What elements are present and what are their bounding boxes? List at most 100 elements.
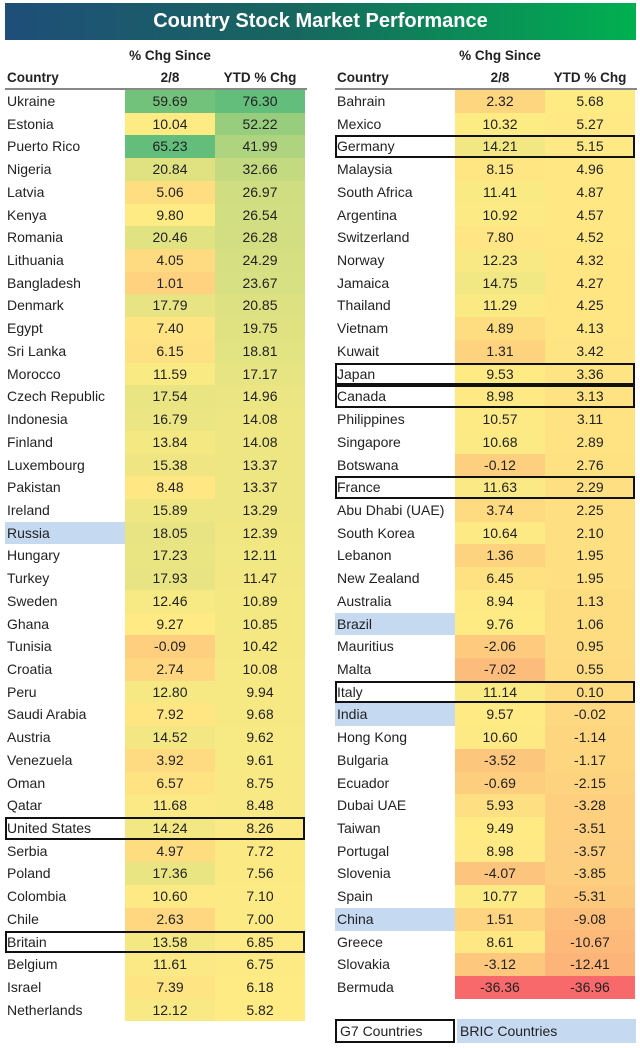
ytd-cell: 17.17	[215, 362, 305, 386]
ytd-cell: 7.56	[215, 862, 305, 886]
ytd-cell: 11.47	[215, 567, 305, 590]
chg-since-cell: 9.53	[455, 362, 545, 386]
table-row: Turkey 17.93 11.47	[5, 567, 307, 590]
chg-since-cell: 11.61	[125, 953, 215, 977]
table-row: Malaysia 8.15 4.96	[335, 158, 637, 181]
table-row: Kenya 9.80 26.54	[5, 203, 307, 227]
country-cell: Indonesia	[7, 411, 68, 428]
table-row: Ghana 9.27 10.85	[5, 612, 307, 636]
chg-since-cell: 7.40	[125, 317, 215, 340]
table-row: Thailand 11.29 4.25	[335, 294, 637, 318]
chg-since-cell: 15.89	[125, 498, 215, 522]
table-row: Colombia 10.60 7.10	[5, 885, 307, 908]
table-row: Chile 2.63 7.00	[5, 907, 307, 931]
table-row: Philippines 10.57 3.11	[335, 408, 637, 431]
country-cell: Austria	[7, 729, 51, 746]
table-row: Ukraine 59.69 76.30	[5, 90, 307, 113]
chg-since-cell: 2.32	[455, 90, 545, 113]
table-row: Sri Lanka 6.15 18.81	[5, 339, 307, 363]
country-cell: Hong Kong	[337, 729, 408, 746]
country-cell: Norway	[337, 252, 385, 269]
country-cell: Denmark	[7, 297, 64, 314]
table-row: Qatar 11.68 8.48	[5, 794, 307, 817]
chg-since-cell: 11.14	[455, 680, 545, 704]
country-cell: Belgium	[7, 956, 58, 973]
ytd-cell: 1.13	[545, 589, 635, 613]
ytd-cell: 4.25	[545, 294, 635, 318]
country-cell: Kuwait	[337, 342, 380, 359]
ytd-cell: -9.08	[545, 907, 635, 931]
ytd-cell: 13.37	[215, 476, 305, 499]
table-row: Botswana -0.12 2.76	[335, 453, 637, 477]
ytd-cell: -5.31	[545, 885, 635, 908]
chg-since-cell: 10.64	[455, 521, 545, 545]
country-cell: France	[337, 479, 381, 496]
table-row: Switzerland 7.80 4.52	[335, 226, 637, 250]
chg-since-cell: 8.98	[455, 839, 545, 863]
chg-since-cell: 5.06	[125, 180, 215, 204]
chg-since-cell: 11.68	[125, 794, 215, 817]
table-row: Pakistan 8.48 13.37	[5, 476, 307, 499]
table-row: Netherlands 12.12 5.82	[5, 998, 307, 1022]
table-row: Czech Republic 17.54 14.96	[5, 385, 307, 409]
country-cell: Colombia	[7, 888, 67, 905]
country-cell: Nigeria	[7, 161, 52, 178]
country-cell: Slovakia	[337, 956, 390, 973]
chg-since-cell: -0.12	[455, 453, 545, 477]
table-row: Brazil 9.76 1.06	[335, 612, 637, 636]
ytd-cell: 76.30	[215, 90, 305, 113]
country-cell: Malaysia	[337, 161, 393, 178]
ytd-cell: 26.54	[215, 203, 305, 227]
table-row: Peru 12.80 9.94	[5, 680, 307, 704]
chg-since-cell: 2.63	[125, 907, 215, 931]
ytd-cell: 8.75	[215, 771, 305, 795]
country-cell: Sri Lanka	[7, 342, 67, 359]
ytd-cell: 4.27	[545, 271, 635, 295]
chg-since-cell: 10.60	[125, 885, 215, 908]
chg-since-cell: 1.31	[455, 339, 545, 363]
ytd-cell: 14.08	[215, 430, 305, 454]
ytd-cell: 5.68	[545, 90, 635, 113]
chg-since-cell: 6.57	[125, 771, 215, 795]
country-cell: Estonia	[7, 115, 54, 132]
table-row: Lithuania 4.05 24.29	[5, 249, 307, 272]
table-row: Romania 20.46 26.28	[5, 226, 307, 250]
country-cell: Italy	[337, 683, 363, 700]
ytd-cell: 10.85	[215, 612, 305, 636]
ytd-cell: 13.37	[215, 453, 305, 477]
ytd-cell: 12.39	[215, 521, 305, 545]
table-row: Sweden 12.46 10.89	[5, 589, 307, 613]
ytd-cell: 10.42	[215, 635, 305, 658]
country-cell: Britain	[7, 933, 47, 950]
ytd-cell: 3.42	[545, 339, 635, 363]
country-cell: Finland	[7, 433, 53, 450]
ytd-cell: 0.95	[545, 635, 635, 658]
ytd-cell: -12.41	[545, 953, 635, 977]
country-cell: Poland	[7, 865, 51, 882]
ytd-cell: 26.28	[215, 226, 305, 250]
ytd-cell: 8.26	[215, 817, 305, 840]
country-cell: Slovenia	[337, 865, 391, 882]
table-row: Canada 8.98 3.13	[335, 385, 637, 409]
table-row: Mexico 10.32 5.27	[335, 112, 637, 136]
chg-since-cell: 10.68	[455, 430, 545, 454]
ytd-cell: 9.68	[215, 703, 305, 727]
country-cell: Argentina	[337, 206, 397, 223]
country-cell: Australia	[337, 592, 392, 609]
table-header: Country % Chg Since 2/8 YTD % Chg	[335, 44, 637, 90]
ytd-cell: 52.22	[215, 112, 305, 136]
chg-since-cell: 11.63	[455, 476, 545, 499]
chg-since-cell: 4.97	[125, 839, 215, 863]
ytd-cell: -3.28	[545, 794, 635, 817]
ytd-cell: 7.72	[215, 839, 305, 863]
page-title: Country Stock Market Performance	[5, 3, 636, 40]
table-row: Bermuda -36.36 -36.96	[335, 976, 637, 999]
country-cell: Dubai UAE	[337, 797, 407, 814]
country-cell: Tunisia	[7, 638, 52, 655]
country-cell: New Zealand	[337, 570, 420, 587]
chg-since-cell: 9.27	[125, 612, 215, 636]
chg-since-cell: -0.09	[125, 635, 215, 658]
table-row: Bahrain 2.32 5.68	[335, 90, 637, 113]
chg-since-cell: 17.93	[125, 567, 215, 590]
table-row: Austria 14.52 9.62	[5, 726, 307, 749]
